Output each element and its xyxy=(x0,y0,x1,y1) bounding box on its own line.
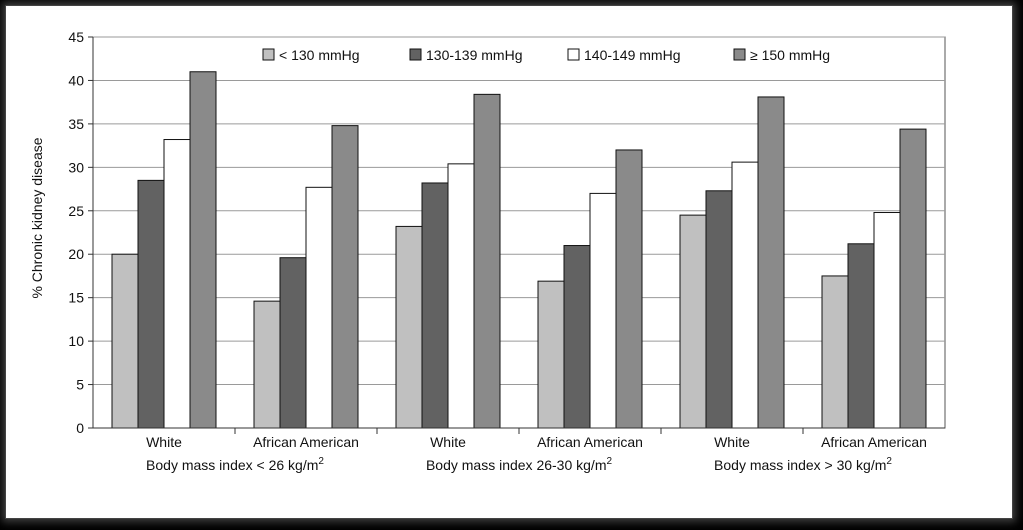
gridlines xyxy=(92,36,946,429)
x-category-label: White xyxy=(714,434,750,450)
bar xyxy=(899,128,927,429)
y-tick-label: 40 xyxy=(68,72,84,88)
bar xyxy=(447,163,475,429)
bar xyxy=(253,300,281,429)
x-group-label: Body mass index > 30 kg/m2 xyxy=(714,456,892,473)
bar xyxy=(821,275,849,429)
legend-label: 130-139 mmHg xyxy=(426,47,523,63)
legend: < 130 mmHg 130-139 mmHg 140-149 mmHg ≥ 150 … xyxy=(262,47,830,63)
x-category-label: White xyxy=(430,434,466,450)
bar xyxy=(163,139,191,429)
bar xyxy=(757,96,785,429)
x-category-label: African American xyxy=(253,434,359,450)
plot-area xyxy=(92,36,946,429)
bar xyxy=(847,243,875,429)
y-tick-label: 45 xyxy=(68,29,84,45)
legend-swatch xyxy=(733,48,746,61)
legend-swatch xyxy=(409,48,422,61)
bar xyxy=(421,182,449,429)
legend-swatch xyxy=(567,48,580,61)
y-tick-label: 25 xyxy=(68,203,84,219)
bar xyxy=(137,179,165,429)
bar xyxy=(615,149,643,429)
legend-label: ≥ 150 mmHg xyxy=(750,47,830,63)
y-tick-label: 15 xyxy=(68,290,84,306)
bar xyxy=(331,125,359,429)
bars xyxy=(111,71,927,429)
x-category-label: White xyxy=(146,434,182,450)
y-tick-label: 0 xyxy=(76,420,84,436)
axes: 0 5 10 15 20 25 30 35 40 45 White African American W… xyxy=(68,29,945,473)
legend-label: < 130 mmHg xyxy=(279,47,360,63)
bar xyxy=(279,257,307,429)
y-axis-title: % Chronic kidney disease xyxy=(29,137,45,298)
bar xyxy=(873,212,901,429)
bar xyxy=(111,253,139,429)
bar xyxy=(395,225,423,429)
bar xyxy=(563,245,591,429)
y-tick-label: 20 xyxy=(68,246,84,262)
x-group-label: Body mass index 26-30 kg/m2 xyxy=(426,456,613,473)
y-tick-label: 30 xyxy=(68,159,84,175)
x-group-label: Body mass index < 26 kg/m2 xyxy=(146,456,324,473)
bar xyxy=(189,71,217,429)
bar xyxy=(705,190,733,429)
bar xyxy=(731,161,759,429)
bar xyxy=(589,192,617,429)
bar xyxy=(305,186,333,429)
legend-label: 140-149 mmHg xyxy=(584,47,681,63)
y-tick-label: 35 xyxy=(68,116,84,132)
bar xyxy=(537,280,565,429)
y-tick-label: 5 xyxy=(76,377,84,393)
x-category-label: African American xyxy=(537,434,643,450)
x-category-label: African American xyxy=(821,434,927,450)
bar xyxy=(679,214,707,429)
y-tick-label: 10 xyxy=(68,333,84,349)
bar xyxy=(473,93,501,429)
legend-swatch xyxy=(262,48,275,61)
